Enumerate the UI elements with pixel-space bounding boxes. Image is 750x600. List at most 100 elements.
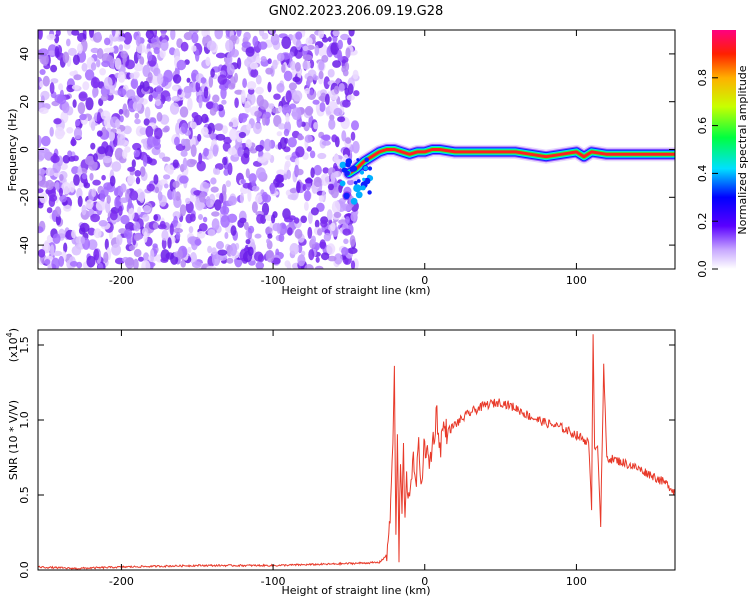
noise-dot <box>296 181 301 194</box>
noise-dot <box>270 33 280 46</box>
noise-dot <box>263 138 272 152</box>
noise-dot <box>162 156 171 162</box>
noise-dot <box>148 94 153 102</box>
noise-dot <box>156 73 164 85</box>
noise-dot <box>53 250 63 256</box>
noise-dot <box>347 83 354 95</box>
noise-dots <box>38 30 360 269</box>
noise-dot <box>350 131 356 141</box>
noise-dot <box>191 32 199 44</box>
noise-dot <box>305 37 313 46</box>
noise-dot <box>278 105 283 113</box>
noise-dot <box>38 30 43 40</box>
colorbar-tick-label: 0.6 <box>696 117 709 135</box>
noise-dot <box>346 94 355 101</box>
noise-dot <box>99 189 106 203</box>
noise-dot <box>118 108 124 115</box>
noise-dot <box>304 178 313 184</box>
noise-dot <box>72 54 80 66</box>
noise-dot <box>210 186 219 193</box>
noise-dot <box>203 86 209 99</box>
noise-dot <box>154 186 160 194</box>
noise-dot <box>194 238 202 246</box>
noise-dot <box>164 164 174 174</box>
noise-dot <box>320 219 328 228</box>
noise-dot <box>297 254 306 267</box>
noise-dot <box>200 127 209 136</box>
noise-dot <box>145 125 154 138</box>
noise-dot <box>304 134 313 143</box>
noise-dot <box>308 211 313 224</box>
noise-dot <box>198 95 203 109</box>
noise-dot <box>63 204 72 212</box>
noise-dot <box>54 126 65 140</box>
noise-dot <box>100 94 109 102</box>
noise-dot <box>52 161 61 174</box>
noise-dot <box>308 249 315 261</box>
noise-dot <box>133 63 144 72</box>
noise-dot <box>90 121 96 131</box>
noise-dot <box>142 214 150 222</box>
noise-dot <box>265 227 273 233</box>
noise-dot <box>215 163 224 171</box>
noise-dot <box>129 190 139 201</box>
noise-dot <box>254 251 264 262</box>
colorbar-gradient <box>712 30 736 269</box>
noise-dot <box>222 201 227 214</box>
noise-dot <box>160 39 169 51</box>
noise-dot <box>278 233 285 243</box>
noise-dot <box>90 62 97 71</box>
noise-dot <box>172 159 179 168</box>
noise-dot <box>217 253 228 261</box>
noise-dot <box>255 144 264 152</box>
noise-dot <box>111 161 122 172</box>
noise-dot <box>79 222 90 233</box>
noise-dot <box>304 201 309 211</box>
noise-dot <box>345 216 351 225</box>
noise-dot <box>84 155 95 166</box>
noise-dot <box>120 183 127 193</box>
snr-y-axis-label: SNR (10 * V/V) <box>7 400 20 480</box>
noise-dot <box>62 51 70 64</box>
noise-dot <box>104 238 109 250</box>
noise-dot <box>246 93 253 100</box>
noise-dot <box>117 71 126 83</box>
noise-dot <box>71 245 82 256</box>
noise-dot <box>90 213 100 223</box>
noise-dot <box>51 257 60 269</box>
noise-dot <box>302 183 307 192</box>
noise-dot <box>81 62 88 72</box>
noise-dot <box>77 165 82 177</box>
noise-dot <box>330 172 336 184</box>
noise-dot <box>207 245 213 254</box>
noise-dot <box>167 237 172 249</box>
noise-dot <box>125 59 135 70</box>
noise-dot <box>304 190 311 202</box>
noise-dot <box>281 36 292 49</box>
noise-dot <box>250 68 259 78</box>
noise-dot <box>54 46 60 58</box>
noise-dot <box>260 56 267 62</box>
noise-dot <box>188 226 194 234</box>
snr-y-tick-label: 1.0 <box>18 411 31 429</box>
colorbar-tick-label: 0.4 <box>696 165 709 183</box>
noise-dot <box>169 102 180 115</box>
noise-dot <box>313 164 322 176</box>
noise-dot <box>47 188 56 198</box>
noise-dot <box>242 78 248 89</box>
noise-dot <box>141 138 147 144</box>
noise-dot <box>118 205 123 216</box>
noise-dot <box>319 239 326 250</box>
noise-dot <box>210 68 215 78</box>
noise-dot <box>294 62 301 72</box>
noise-dot <box>50 154 60 164</box>
noise-dot <box>119 115 124 123</box>
noise-dot <box>322 167 329 174</box>
noise-dot <box>191 112 199 119</box>
noise-dot <box>352 140 360 154</box>
signal-blob <box>353 180 358 185</box>
noise-dot <box>55 214 62 226</box>
noise-dot <box>198 223 208 232</box>
noise-dot <box>101 60 111 68</box>
noise-dot <box>144 106 151 119</box>
